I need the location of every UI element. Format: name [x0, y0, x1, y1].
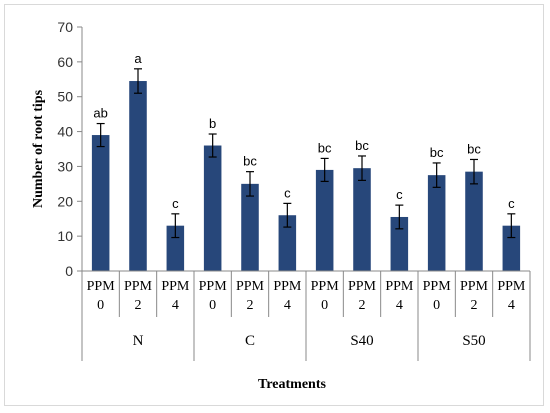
y-tick-label: 50 [57, 89, 73, 105]
significance-label: c [172, 196, 179, 211]
y-tick-label: 20 [57, 193, 73, 209]
y-tick-label: 60 [57, 54, 73, 70]
x-category-label: 2 [135, 298, 142, 313]
bar [278, 215, 297, 271]
x-axis-title: Treatments [258, 377, 326, 392]
x-category-label: 0 [209, 298, 216, 313]
x-category-label: 2 [471, 298, 478, 313]
significance-label: c [396, 187, 403, 202]
bar [390, 216, 409, 271]
x-group-label: S50 [462, 333, 485, 349]
x-category-label: 0 [321, 298, 328, 313]
x-category-label: PPM [199, 279, 228, 294]
x-group-label: C [245, 333, 255, 349]
bar [241, 183, 259, 271]
x-category-label: 2 [247, 298, 254, 313]
bars [91, 81, 521, 272]
y-tick-label: 30 [57, 158, 73, 174]
x-category-label: PPM [87, 279, 116, 294]
y-tick-label: 40 [57, 124, 73, 140]
x-category-label: PPM [161, 279, 190, 294]
error-bars [96, 68, 516, 239]
x-category-label: 4 [508, 298, 515, 313]
x-axis: PPM 0 PPM 2 PPM 4 N PPM 0 PPM 2 PPM 4 C PPM 0 PPM 2 PPM 4 S4… [81, 270, 531, 361]
x-category-label: PPM [236, 279, 265, 294]
x-category-label: PPM [497, 279, 526, 294]
y-axis-title: Number of root tips [31, 89, 46, 208]
y-tick-label: 0 [65, 263, 73, 279]
bar [427, 175, 446, 271]
x-category-label: 4 [396, 298, 403, 313]
significance-label: bc [318, 140, 332, 155]
significance-label: bc [355, 138, 369, 153]
significance-label: c [284, 185, 291, 200]
bar [129, 81, 147, 272]
y-tick-label: 10 [57, 228, 73, 244]
x-category-label: PPM [273, 279, 302, 294]
x-category-label: PPM [348, 279, 377, 294]
significance-label: c [508, 196, 515, 211]
x-category-label: PPM [311, 279, 340, 294]
bar [166, 225, 185, 271]
x-category-label: 2 [359, 298, 366, 313]
y-tick-label: 70 [57, 19, 73, 35]
y-axis: 0 10 20 30 40 50 60 70 [57, 19, 83, 279]
bar [203, 145, 222, 271]
bar [315, 169, 334, 271]
bar [91, 135, 110, 271]
x-category-label: 4 [284, 298, 291, 313]
x-category-label: PPM [385, 279, 414, 294]
bar [353, 168, 371, 271]
bar [465, 171, 483, 271]
x-category-label: 4 [172, 298, 179, 313]
x-category-label: 0 [433, 298, 440, 313]
x-group-label: N [133, 333, 144, 349]
significance-label: b [209, 116, 216, 131]
x-group-label: S40 [350, 333, 373, 349]
bar [502, 225, 521, 271]
x-category-label: PPM [460, 279, 489, 294]
x-category-label: PPM [423, 279, 452, 294]
significance-label: ab [93, 106, 107, 121]
x-category-label: PPM [124, 279, 153, 294]
significance-labels: ab a c b bc c bc bc c bc bc c [93, 51, 515, 211]
significance-label: a [134, 51, 142, 66]
significance-label: bc [243, 154, 257, 169]
x-category-label: 0 [97, 298, 104, 313]
significance-label: bc [467, 141, 481, 156]
significance-label: bc [430, 145, 444, 160]
